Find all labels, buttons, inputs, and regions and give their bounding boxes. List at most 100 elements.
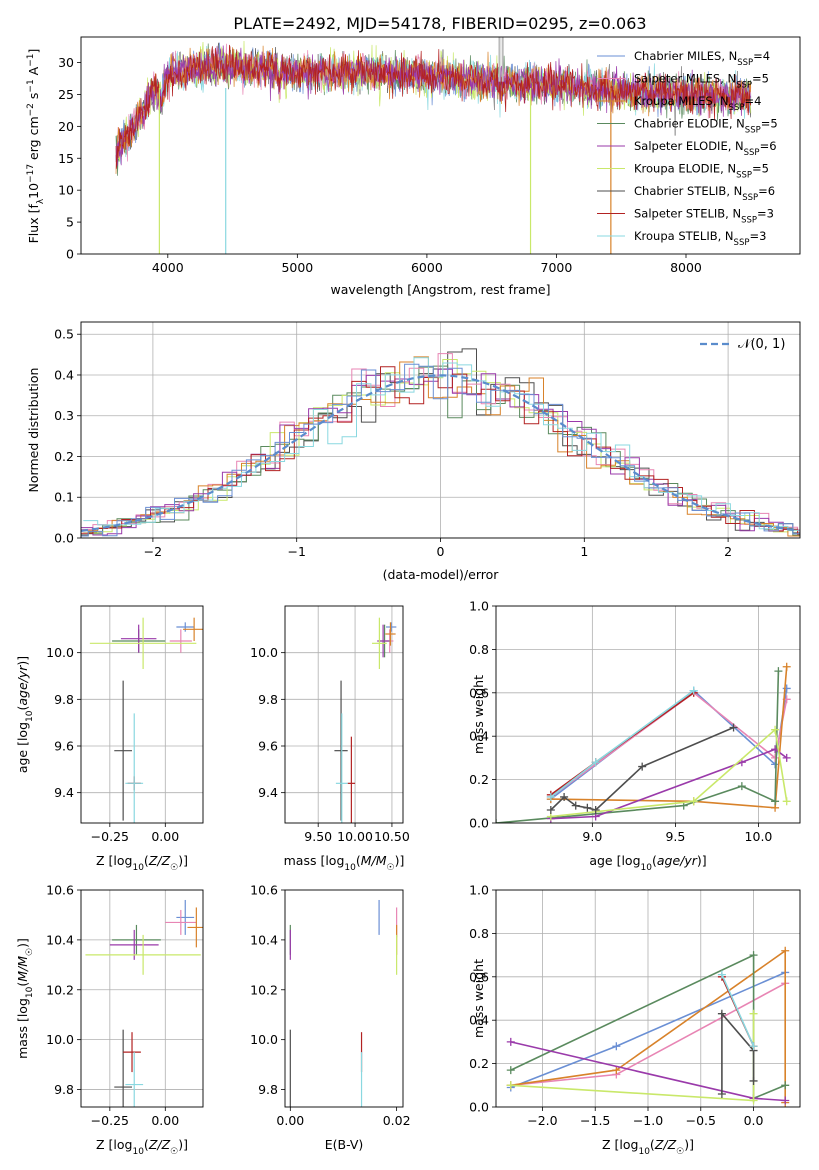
y-tick-label: 1.0 — [469, 883, 489, 898]
x-tick-label: 0.0 — [744, 1113, 764, 1128]
mass-weight-marker — [612, 1042, 621, 1051]
legend-suffix: =6 — [758, 184, 775, 198]
label-part: )] — [395, 853, 405, 868]
label-part: Z [log — [96, 853, 132, 868]
legend-entry: Kroupa MILES, NSSP=4 — [634, 94, 761, 113]
legend-entry: Salpeter MILES, NSSP=5 — [634, 72, 769, 91]
legend-entry: Chabrier STELIB, NSSP=6 — [634, 184, 775, 203]
x-axis-label: E(B-V) — [325, 1137, 364, 1152]
y-tick-label: 0.1 — [54, 490, 74, 505]
label-part: ☉ — [676, 1147, 684, 1157]
y-tick-label: 0.8 — [469, 642, 489, 657]
y-axis-label: mass [log10(M/M☉)] — [15, 938, 35, 1059]
y-axis-label: Normed distribution — [26, 368, 41, 493]
panel-mass-vs-Z: −0.25 0.009.810.010.210.410.6Z [log10(Z/Z… — [15, 883, 204, 1157]
y-tick-label: 0.6 — [469, 969, 489, 984]
x-tick-label: 10.0 — [745, 829, 773, 844]
mass-weight-marker — [771, 725, 780, 734]
mass-weight-marker — [506, 1081, 515, 1090]
legend-name: Salpeter STELIB, N — [634, 207, 741, 221]
y-tick-label: 9.6 — [54, 739, 74, 754]
figure-title: PLATE=2492, MJD=54178, FIBERID=0295, z=0… — [233, 14, 646, 33]
legend-sub: SSP — [742, 193, 758, 203]
y-tick-label: 20 — [58, 119, 74, 134]
y-tick-label: 9.8 — [258, 1082, 278, 1097]
label-part: E(B-V) — [325, 1137, 364, 1152]
mass-weight-marker — [591, 758, 600, 767]
x-axis-label: (data-model)/error — [383, 567, 500, 582]
label-part: 10 — [25, 986, 35, 998]
legend-sub: SSP — [729, 103, 745, 113]
mass-weight-marker — [729, 723, 738, 732]
x-tick-label: −1.5 — [580, 1113, 610, 1128]
mass-weight-marker — [781, 1081, 790, 1090]
y-axis-label: mass weight — [471, 675, 486, 754]
mass-weight-marker — [782, 662, 791, 671]
y-tick-label: 25 — [58, 87, 74, 102]
legend-sub: SSP — [734, 238, 750, 248]
label-part: −2 — [26, 103, 36, 116]
mass-weight-series-8 — [721, 974, 755, 1047]
x-tick-label: 10.50 — [374, 829, 410, 844]
x-tick-label: −0.25 — [91, 829, 129, 844]
y-tick-label: 15 — [58, 151, 74, 166]
label-part: mass [log — [284, 853, 345, 868]
mass-weight-marker — [737, 782, 746, 791]
y-tick-label: 0 — [66, 247, 74, 262]
legend-sub: SSP — [736, 171, 752, 181]
label-part: 10 — [641, 863, 653, 873]
label-part: age [log — [589, 853, 640, 868]
y-tick-label: 0.4 — [54, 367, 74, 382]
mass-weight-marker — [546, 792, 555, 801]
y-tick-label: 10.0 — [250, 1032, 278, 1047]
legend-entry: Salpeter STELIB, NSSP=3 — [634, 207, 774, 226]
mass-weight-marker — [638, 762, 647, 771]
label-part: −1 — [26, 54, 36, 67]
legend-name: Salpeter ELODIE, N — [634, 139, 744, 153]
label-part: Z [log — [96, 1137, 132, 1152]
label-part: M/M — [15, 956, 30, 982]
mass-weight-marker — [749, 951, 758, 960]
label-part: 10 — [132, 863, 144, 873]
label-part: ☉ — [387, 863, 395, 873]
panel-spectrum: 4000 5000 6000 7000 8000 0 5 10 15 20 25 30 waveleng… — [26, 36, 801, 297]
mass-weight-marker — [560, 792, 569, 801]
mass-weight-marker — [781, 946, 790, 955]
label-part: ( — [650, 1137, 655, 1152]
y-tick-label: 0.8 — [469, 926, 489, 941]
axes-frame — [284, 889, 404, 1108]
x-tick-label: −2 — [144, 544, 162, 559]
x-tick-label: 8000 — [670, 260, 702, 275]
plots-layer: 4000 5000 6000 7000 8000051015202530waveleng… — [15, 36, 801, 1157]
label-part: )] — [15, 938, 30, 948]
legend-suffix: =3 — [749, 229, 766, 243]
x-tick-label: 0.00 — [276, 1113, 304, 1128]
x-tick-label: 0.00 — [151, 829, 179, 844]
y-tick-label: 10.0 — [250, 645, 278, 660]
histogram-series-1 — [81, 353, 800, 531]
label-part: 10 — [132, 1147, 144, 1157]
mass-weight-series-0 — [550, 688, 788, 800]
mass-weight-marker — [749, 1076, 758, 1085]
y-tick-label: 0.0 — [54, 531, 74, 546]
mass-weight-marker — [717, 970, 726, 979]
legend-suffix: =5 — [752, 72, 769, 86]
panel-massweight-vs-age: 9.0 9.5 10.0 0.0 0.2 0.4 0.6 0.8 1.0 age [log10(a… — [469, 599, 801, 873]
label-part: ☉ — [170, 863, 178, 873]
y-tick-label: 10 — [58, 183, 74, 198]
plot-area — [81, 606, 203, 823]
mass-weight-marker — [583, 803, 592, 812]
label-part: )] — [178, 1137, 188, 1152]
legend-name: Kroupa MILES, N — [634, 94, 729, 108]
mass-weight-marker — [749, 1009, 758, 1018]
histogram-series-0 — [81, 363, 800, 537]
x-tick-label: 9.50 — [304, 829, 332, 844]
label-part: ☉ — [25, 948, 35, 956]
mass-weight-series-2 — [550, 666, 788, 809]
label-part: age/yr — [15, 665, 30, 706]
legend-name: Chabrier ELODIE, N — [634, 117, 745, 131]
label-part: ( — [652, 853, 657, 868]
mass-weight-marker — [717, 1089, 726, 1098]
mass-weight-series-5 — [550, 728, 788, 818]
legend-sub: SSP — [745, 126, 761, 136]
